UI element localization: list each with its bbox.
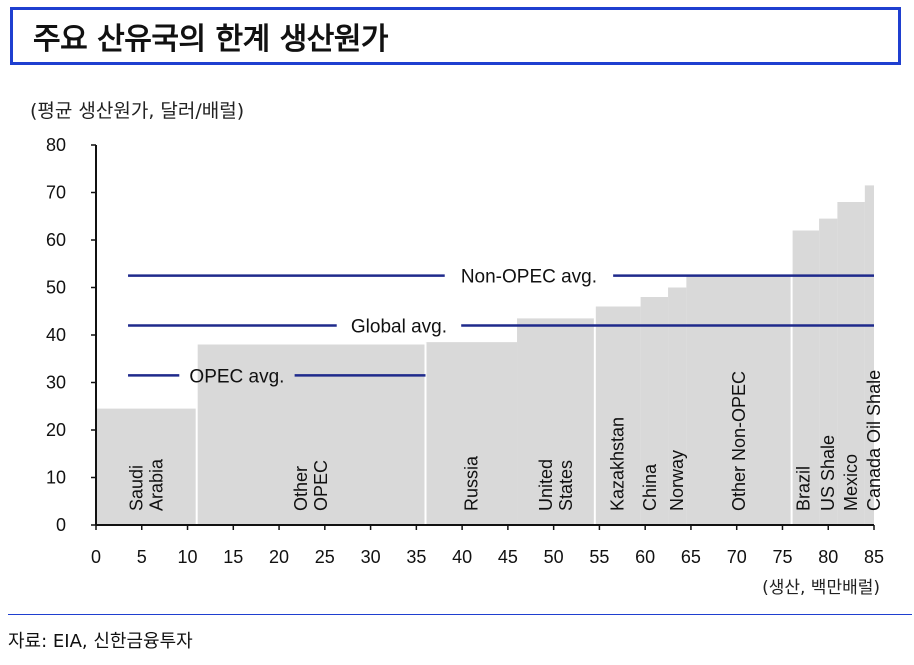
y-axis-unit-label: (평균 생산원가, 달러/배럴)	[30, 100, 245, 122]
category-label-8: Brazil	[794, 466, 814, 511]
x-tick-label-80: 80	[818, 547, 838, 567]
category-label-4: Kazakhstan	[608, 417, 628, 511]
x-tick-label-20: 20	[269, 547, 289, 567]
category-label-6: Norway	[667, 450, 687, 511]
y-tick-label-80: 80	[46, 135, 66, 155]
avg-label-0: Non-OPEC avg.	[461, 267, 597, 288]
y-tick-label-50: 50	[46, 278, 66, 298]
source-note: 자료: EIA, 신한금융투자	[8, 631, 193, 652]
bar-2	[425, 342, 518, 525]
category-label-2: Russia	[461, 455, 481, 511]
x-tick-label-60: 60	[635, 547, 655, 567]
x-tick-label-0: 0	[91, 547, 101, 567]
category-label-1-line-1: OPEC	[311, 460, 331, 511]
title-box: 주요 산유국의 한계 생산원가	[10, 7, 901, 65]
bar-11	[864, 185, 874, 525]
category-label-1-line-0: Other	[291, 466, 311, 511]
x-tick-label-25: 25	[315, 547, 335, 567]
category-label-11: Canada Oil Shale	[864, 370, 884, 511]
category-label-7: Other Non-OPEC	[729, 371, 749, 511]
x-tick-label-35: 35	[406, 547, 426, 567]
x-tick-label-15: 15	[223, 547, 243, 567]
category-label-5: China	[640, 463, 660, 511]
chart-title: 주요 산유국의 한계 생산원가	[33, 22, 389, 57]
y-tick-label-0: 0	[56, 515, 66, 535]
y-tick-label-30: 30	[46, 373, 66, 393]
category-label-3-line-1: States	[556, 460, 576, 511]
y-tick-label-40: 40	[46, 325, 66, 345]
x-tick-label-70: 70	[727, 547, 747, 567]
bar-10	[837, 202, 865, 525]
avg-label-2: OPEC avg.	[189, 366, 284, 387]
x-tick-label-5: 5	[137, 547, 147, 567]
y-tick-label-60: 60	[46, 230, 66, 250]
y-tick-label-20: 20	[46, 420, 66, 440]
bar-0	[96, 408, 197, 525]
x-tick-label-30: 30	[361, 547, 381, 567]
bar-6	[668, 287, 687, 525]
x-tick-label-45: 45	[498, 547, 518, 567]
bar-4	[594, 306, 641, 525]
bar-9	[819, 218, 838, 525]
category-label-3-line-0: United	[536, 459, 556, 511]
y-tick-label-10: 10	[46, 468, 66, 488]
x-tick-label-50: 50	[544, 547, 564, 567]
category-label-0-line-1: Arabia	[146, 458, 166, 511]
category-label-10: Mexico	[841, 454, 861, 511]
x-tick-label-55: 55	[589, 547, 609, 567]
x-tick-label-85: 85	[864, 547, 884, 567]
chart-plot: 0 10 20 30 40 50 60 70 80 0 5 10 15 20 25 30 35 40 45 50 55 6…	[46, 135, 884, 598]
x-tick-label-40: 40	[452, 547, 472, 567]
bar-8	[791, 230, 820, 525]
x-axis-unit-label: (생산, 백만배럴)	[762, 578, 880, 598]
x-tick-label-75: 75	[772, 547, 792, 567]
category-label-0-line-0: Saudi	[126, 465, 146, 511]
y-tick-label-70: 70	[46, 183, 66, 203]
x-tick-label-10: 10	[178, 547, 198, 567]
avg-label-1: Global avg.	[351, 317, 447, 338]
x-tick-label-65: 65	[681, 547, 701, 567]
bar-5	[640, 297, 669, 525]
bar-7	[686, 275, 792, 525]
category-label-9: US Shale	[818, 435, 838, 511]
source-divider	[8, 614, 912, 615]
bar-3	[517, 318, 595, 525]
